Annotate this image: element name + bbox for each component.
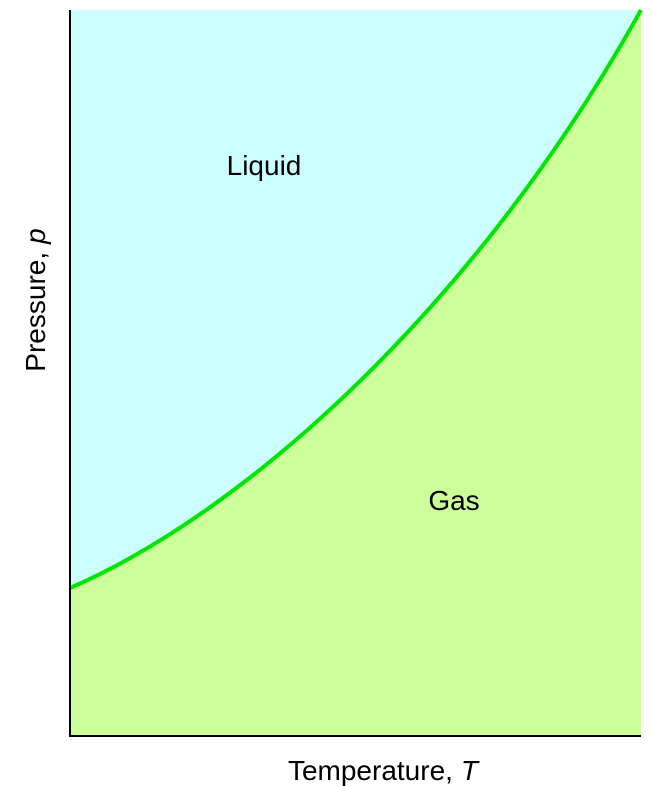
region-label: Gas <box>428 485 479 516</box>
x-axis-symbol: T <box>461 755 480 786</box>
y-axis-symbol: p <box>20 228 51 245</box>
x-axis-label: Temperature, T <box>288 755 480 786</box>
liquid-region <box>70 10 641 588</box>
phase-boundary <box>69 9 643 590</box>
x-axis-label-text: Temperature, <box>288 755 453 786</box>
y-axis-label-text: Pressure, <box>20 252 51 372</box>
gas-region <box>70 10 641 736</box>
region-label: Liquid <box>227 150 302 181</box>
y-axis-label: Pressure, p <box>20 228 51 371</box>
